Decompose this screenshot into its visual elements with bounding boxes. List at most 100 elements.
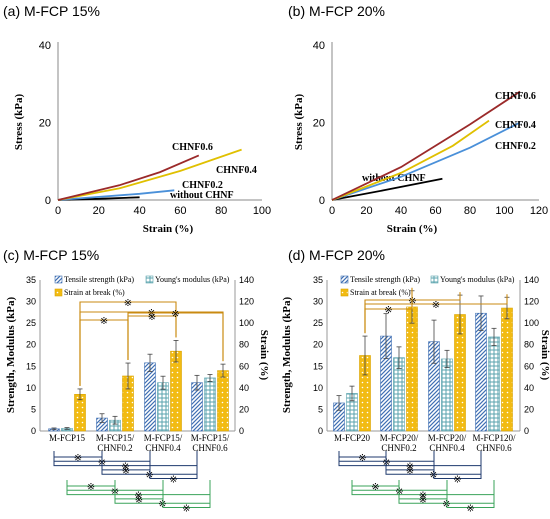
significance-bracket — [149, 451, 198, 479]
y-tick-label: 0 — [45, 195, 51, 207]
x-tick-label: 100 — [253, 205, 271, 217]
significance-mark: ※ — [406, 466, 414, 477]
y2-tick-label: 60 — [239, 361, 249, 371]
panel-a-xlabel: Strain (%) — [143, 223, 194, 235]
significance-mark: ※ — [135, 495, 143, 506]
series-line — [57, 189, 175, 201]
x-tick-label: 20 — [93, 205, 105, 217]
significance-mark: ※ — [371, 482, 379, 493]
bar — [406, 306, 418, 432]
legend-swatch-strain — [340, 288, 349, 297]
y2-tick-label: 100 — [239, 318, 254, 328]
panel-b-title: (b) M-FCP 20% — [288, 3, 385, 19]
bottom-brackets: ※ ※ ※※ ※ ※※ ※ ※※ ※ ※ — [338, 451, 495, 515]
y2-tick-label: 60 — [524, 361, 534, 371]
significance-bracket — [79, 319, 129, 386]
x-tick-label: 60 — [429, 205, 441, 217]
panel-c-plot: 0 5 10 15 20 25 30 35 0 20 40 60 80 100 120 140 M-FCP15 M… — [26, 275, 254, 515]
series-label: CHNF0.6 — [172, 142, 213, 153]
bar — [441, 358, 453, 432]
panel-a-ylabel: Stress (kPa) — [13, 94, 25, 151]
legend-swatch-tensile — [54, 275, 63, 284]
x-tick-label: 100 — [495, 205, 513, 217]
bar — [488, 336, 500, 432]
significance-mark: ※ — [87, 482, 95, 493]
y-tick-label: 15 — [313, 361, 323, 371]
legend-label-strain: Strain at break (%) — [350, 288, 411, 297]
y-tick-label: 20 — [313, 118, 325, 130]
series-line — [57, 148, 242, 201]
panel-c-ylabel: Strength, Modulus (kPa) — [5, 297, 17, 414]
significance-mark: ※ — [124, 298, 132, 309]
significance-mark: ※ — [122, 466, 130, 477]
y-tick-label: 10 — [313, 383, 323, 393]
y2-tick-label: 40 — [239, 383, 249, 393]
panel-d-plot: 0 5 10 15 20 25 30 35 0 20 40 60 80 100 120 140 M-FCP20 M… — [313, 275, 539, 515]
panel-c-title: (c) M-FCP 15% — [3, 247, 99, 263]
significance-mark: ※ — [182, 504, 190, 515]
bottom-brackets: ※ ※ ※※ ※ ※※ ※ ※※ ※ ※ — [53, 451, 211, 515]
category-label: M-FCP20/CHNF0.2 — [380, 433, 419, 453]
legend-swatch-modulus — [145, 275, 154, 284]
series-label: without CHNF — [170, 190, 234, 201]
panel-b-ylabel: Stress (kPa) — [293, 94, 305, 151]
y-tick-label: 15 — [26, 361, 36, 371]
y-tick-label: 35 — [313, 275, 323, 285]
panel-d-legend: Tensile strength (kPa) Young's modulus (… — [340, 275, 515, 297]
series-line — [331, 177, 443, 201]
y2-tick-label: 140 — [524, 275, 539, 285]
significance-bracket — [433, 451, 482, 479]
y-tick-label: 5 — [31, 404, 36, 414]
category-label: M-FCP120/CHNF0.6 — [472, 433, 516, 453]
series-label: CHNF0.2 — [495, 141, 536, 152]
bar — [475, 312, 487, 432]
x-tick-label: 120 — [530, 205, 548, 217]
legend-label-tensile: Tensile strength (kPa) — [64, 275, 134, 284]
x-tick-label: 80 — [464, 205, 476, 217]
significance-mark: ※ — [432, 300, 440, 311]
series-line — [331, 119, 490, 201]
significance-mark: ※ — [453, 475, 461, 486]
x-tick-label: 20 — [360, 205, 372, 217]
significance-mark: ※ — [171, 309, 179, 320]
series-label: CHNF0.2 — [182, 180, 223, 191]
significance-bracket — [364, 287, 413, 334]
x-tick-label: 40 — [133, 205, 145, 217]
bar — [204, 377, 216, 432]
legend-label-tensile: Tensile strength (kPa) — [350, 275, 420, 284]
y-tick-label: 30 — [313, 297, 323, 307]
series-line — [57, 154, 200, 201]
significance-mark: ※ — [419, 495, 427, 506]
legend-label-modulus: Young's modulus (kPa) — [440, 275, 515, 284]
category-label: M-FCP15 — [49, 433, 86, 443]
y2-tick-label: 0 — [239, 426, 244, 436]
category-label: M-FCP20/CHNF0.4 — [428, 433, 467, 453]
category-label: M-FCP15/CHNF0.4 — [144, 433, 183, 453]
series-label: CHNF0.4 — [216, 165, 257, 176]
significance-mark: ※ — [100, 316, 108, 327]
y-tick-label: 30 — [26, 297, 36, 307]
panel-d-ylabel: Strength, Modulus (kPa) — [281, 297, 293, 414]
x-tick-label: 40 — [395, 205, 407, 217]
panel-c-legend: Tensile strength (kPa) Young's modulus (… — [54, 275, 230, 297]
series-line — [331, 90, 521, 201]
x-tick-label: 80 — [215, 205, 227, 217]
y2-tick-label: 140 — [239, 275, 254, 285]
significance-mark: ※ — [358, 453, 366, 464]
y-tick-label: 40 — [39, 40, 51, 52]
panel-d-y2label: Strain (%) — [539, 330, 550, 381]
y-tick-label: 20 — [39, 118, 51, 130]
y-tick-label: 0 — [319, 195, 325, 207]
significance-mark: ※ — [384, 305, 392, 316]
y2-tick-label: 20 — [524, 404, 534, 414]
legend-swatch-tensile — [340, 275, 349, 284]
significance-mark: ※ — [466, 504, 474, 515]
panel-b-xlabel: Strain (%) — [387, 223, 438, 235]
significance-bracket — [127, 312, 224, 362]
significance-mark: ※ — [134, 491, 142, 502]
y2-tick-label: 20 — [239, 404, 249, 414]
y-tick-label: 20 — [313, 340, 323, 350]
